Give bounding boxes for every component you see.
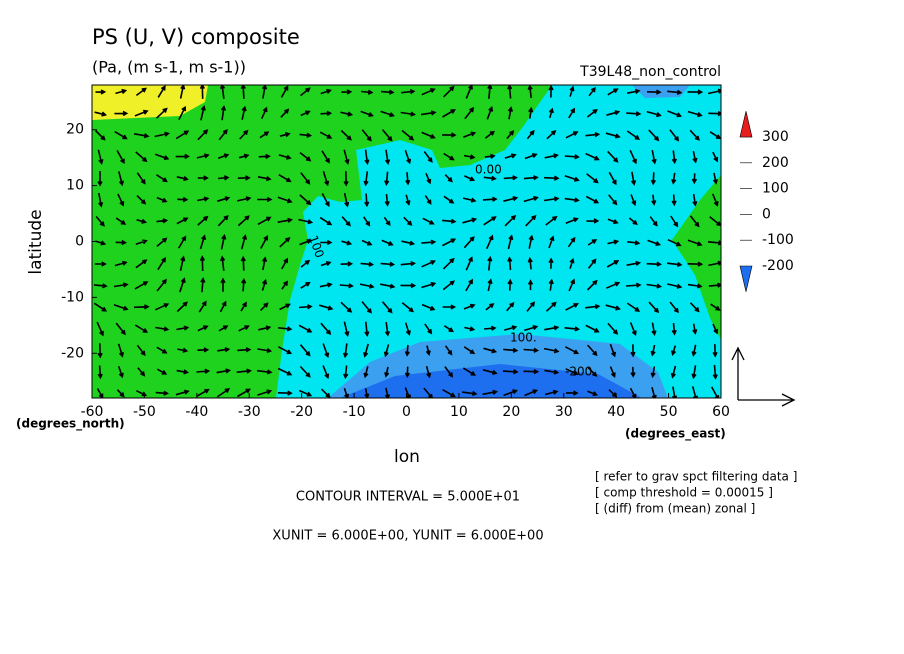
y-tick-label: -20 [61, 345, 84, 361]
experiment-label: T39L48_non_control [579, 64, 721, 80]
chart-title: PS (U, V) composite [92, 25, 300, 49]
axes: -60 -50 -40 -30 -20 -10 0 10 20 30 40 50 60 -20 -10 0 10… [61, 122, 730, 420]
fill-yellow [92, 85, 208, 120]
note: [ comp threshold = 0.00015 ] [595, 486, 773, 500]
colorbar: -200 -100 0 100 200 300 [739, 111, 794, 292]
x-tick-label: 10 [450, 404, 468, 420]
contour-label: 100. [510, 331, 537, 345]
units-note: XUNIT = 6.000E+00, YUNIT = 6.000E+00 [272, 529, 543, 544]
y-axis-label: latitude [26, 209, 46, 274]
x-axis-label: lon [394, 447, 420, 467]
x-tick-label: -30 [238, 404, 261, 420]
contour-fills [92, 85, 721, 398]
reference-vector [731, 346, 796, 407]
x-tick-label: -40 [185, 404, 208, 420]
contour-label: -200 [565, 365, 592, 379]
colorbar-label: 300 [762, 129, 789, 145]
x-tick-label: -20 [290, 404, 313, 420]
wind-vectors [93, 85, 721, 398]
chart-subtitle: (Pa, (m s-1, m s-1)) [92, 58, 246, 77]
contour-label: 0.00 [475, 163, 502, 177]
x-unit-label: (degrees_east) [625, 427, 726, 442]
y-tick-label: -10 [61, 289, 84, 305]
x-tick-label: 50 [660, 404, 678, 420]
colorbar-swatch [739, 265, 753, 292]
fill-blue [340, 364, 642, 398]
x-tick-label: 30 [555, 404, 573, 420]
contour-interval: CONTOUR INTERVAL = 5.000E+01 [296, 490, 520, 505]
y-tick-label: 0 [75, 234, 84, 250]
x-tick-label: 0 [402, 404, 411, 420]
note: [ (diff) from (mean) zonal ] [595, 502, 755, 516]
colorbar-label: -100 [762, 232, 794, 248]
x-tick-label: -50 [133, 404, 156, 420]
y-tick-label: 20 [66, 122, 84, 138]
colorbar-label: 0 [762, 206, 771, 222]
x-tick-label: -10 [343, 404, 366, 420]
x-tick-label: 20 [502, 404, 520, 420]
colorbar-label: 200 [762, 155, 789, 171]
fill-lightblue-top [632, 85, 690, 98]
colorbar-swatch [739, 111, 753, 138]
y-unit-label: (degrees_north) [16, 417, 125, 432]
x-tick-label: 40 [607, 404, 625, 420]
y-tick-label: 10 [66, 178, 84, 194]
x-tick-label: -60 [81, 404, 104, 420]
colorbar-label: 100 [762, 181, 789, 197]
note: [ refer to grav spct filtering data ] [595, 470, 797, 484]
x-tick-label: 60 [712, 404, 730, 420]
colorbar-label: -200 [762, 258, 794, 274]
